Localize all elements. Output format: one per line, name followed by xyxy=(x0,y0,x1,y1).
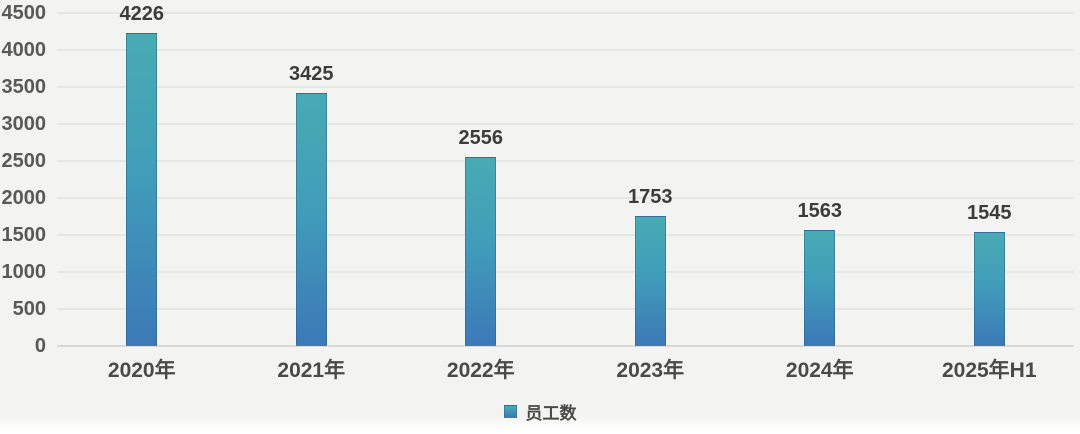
x-axis-tick-label: 2020年 xyxy=(107,359,176,382)
bar-value-label: 4226 xyxy=(119,3,165,26)
y-axis-tick-label: 2000 xyxy=(1,187,47,209)
gridline xyxy=(57,160,1074,162)
bar-value-label: 1753 xyxy=(628,186,673,209)
y-axis-tick-label: 500 xyxy=(12,298,46,320)
legend: 员工数 xyxy=(0,401,1080,423)
bar xyxy=(634,216,666,346)
x-axis-tick-label: 2022年 xyxy=(446,359,515,382)
gridline xyxy=(57,197,1074,199)
x-axis-line xyxy=(57,345,1074,347)
x-axis-tick-label: 2025年H1 xyxy=(941,359,1037,382)
bar-value-label: 3425 xyxy=(289,62,334,85)
bar xyxy=(295,92,327,346)
y-axis-tick-label: 1000 xyxy=(1,261,47,283)
bar xyxy=(465,156,497,346)
bar xyxy=(973,231,1005,346)
legend-label: 员工数 xyxy=(525,403,577,423)
y-axis-tick-label: 3000 xyxy=(1,113,47,135)
y-axis-tick-label: 1500 xyxy=(1,224,47,246)
y-axis-tick-label: 2500 xyxy=(1,150,47,172)
legend-swatch-icon xyxy=(503,404,517,418)
y-axis-tick-label: 4500 xyxy=(1,2,47,24)
y-axis-tick-label: 4000 xyxy=(1,39,47,61)
y-axis-tick-label: 3500 xyxy=(1,76,47,98)
gridline xyxy=(57,123,1074,125)
bar xyxy=(126,33,158,346)
bar xyxy=(804,230,836,346)
bar-value-label: 1545 xyxy=(967,201,1012,224)
x-axis-tick-label: 2021年 xyxy=(277,359,346,382)
y-axis-tick-label: 0 xyxy=(34,335,46,357)
gridline xyxy=(57,271,1074,273)
gridline xyxy=(57,234,1074,236)
x-axis-tick-label: 2024年 xyxy=(785,359,854,382)
bar-value-label: 1563 xyxy=(797,200,843,223)
bar-value-label: 2556 xyxy=(458,126,504,149)
gridline xyxy=(57,86,1074,88)
gridline xyxy=(57,308,1074,310)
gridline xyxy=(57,49,1074,51)
gridline xyxy=(57,12,1074,14)
x-axis-tick-label: 2023年 xyxy=(616,359,685,382)
